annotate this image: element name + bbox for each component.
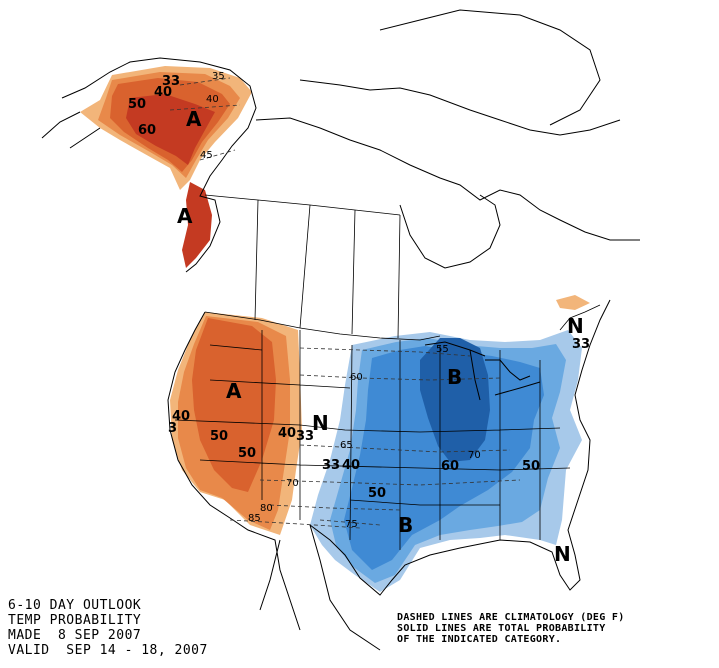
climatology-lines	[169, 77, 521, 529]
legend-note-line-3: OF THE INDICATED CATEGORY.	[397, 634, 562, 645]
prob-west-50b: 50	[238, 446, 256, 461]
hudson-bay-coast	[399, 194, 501, 269]
basemap-lines	[41, 9, 640, 651]
label-below-south: B	[398, 513, 413, 537]
clim-ak-35: 35	[212, 71, 225, 82]
clim-us-60: 60	[350, 372, 363, 383]
clim-ak-40: 40	[206, 94, 219, 105]
clim-us-85: 85	[248, 513, 261, 524]
prob-central-33: 33	[322, 458, 340, 473]
prob-lakes-60: 60	[441, 459, 459, 474]
clim-us-55: 55	[436, 344, 449, 355]
legend-note-line-1: DASHED LINES ARE CLIMATOLOGY (DEG F)	[397, 612, 625, 623]
label-normal-new-england: N	[567, 314, 584, 338]
prob-west-40b: 40	[278, 426, 296, 441]
prob-west-33: 33	[296, 429, 314, 444]
panhandle-above-area	[182, 182, 212, 268]
legend-note-line-2: SOLID LINES ARE TOTAL PROBABILITY	[397, 623, 606, 634]
info-line-1: 6-10 DAY OUTLOOK	[8, 598, 142, 613]
outlook-info-block: 6-10 DAY OUTLOOK TEMP PROBABILITY MADE 8…	[8, 598, 208, 658]
prob-central-50: 50	[368, 486, 386, 501]
label-above-panhandle: A	[177, 204, 193, 228]
prob-west-3: 3	[168, 421, 177, 436]
prob-ak-40: 40	[154, 85, 172, 100]
clim-ak-45: 45	[200, 150, 213, 161]
prob-ne-33: 33	[572, 337, 590, 352]
prob-west-50a: 50	[210, 429, 228, 444]
legend-note: DASHED LINES ARE CLIMATOLOGY (DEG F) SOL…	[397, 612, 625, 645]
province-lines	[204, 194, 401, 339]
clim-us-70b: 70	[468, 450, 481, 461]
prob-ak-60: 60	[138, 123, 156, 138]
prob-east-50: 50	[522, 459, 540, 474]
alaska-above-60-area	[126, 94, 215, 165]
canada-arctic-coast	[255, 9, 640, 241]
label-above-west: A	[226, 379, 242, 403]
clim-us-80: 80	[260, 503, 273, 514]
clim-us-65: 65	[340, 440, 353, 451]
great-lakes	[424, 341, 541, 401]
category-labels: A A A N B B N N	[177, 107, 584, 566]
east-below-50-area	[344, 346, 544, 570]
label-below-great-lakes: B	[447, 365, 462, 389]
info-line-3: MADE 8 SEP 2007	[8, 628, 142, 643]
prob-ak-33: 33	[162, 74, 180, 89]
prob-ak-50: 50	[128, 97, 146, 112]
prob-west-40: 40	[172, 409, 190, 424]
info-line-2: TEMP PROBABILITY	[8, 613, 142, 628]
alaska-coast	[41, 57, 257, 273]
canada-us-border	[204, 304, 601, 341]
us-gulf-east-coast	[309, 299, 611, 596]
clim-us-70a: 70	[286, 478, 299, 489]
prob-central-40: 40	[342, 458, 360, 473]
west-above-50-area	[192, 318, 276, 492]
info-line-4: VALID SEP 14 - 18, 2007	[8, 643, 208, 658]
probability-labels: 33 40 50 60 40 3 50 50 40 33 33 40 50 60…	[128, 74, 590, 501]
climatology-value-labels: 35 40 45 55 60 65 70 70 75 80 85	[200, 71, 481, 530]
mexico-coast	[259, 524, 381, 651]
clim-us-75: 75	[345, 519, 358, 530]
label-normal-rockies: N	[312, 411, 329, 435]
us-state-lines	[174, 330, 571, 550]
ne-above-33-area	[556, 295, 590, 310]
us-west-coast	[167, 311, 301, 631]
label-normal-florida: N	[554, 542, 571, 566]
label-above-alaska: A	[186, 107, 202, 131]
alaska-above-region	[80, 66, 252, 268]
east-below-region	[310, 295, 590, 592]
